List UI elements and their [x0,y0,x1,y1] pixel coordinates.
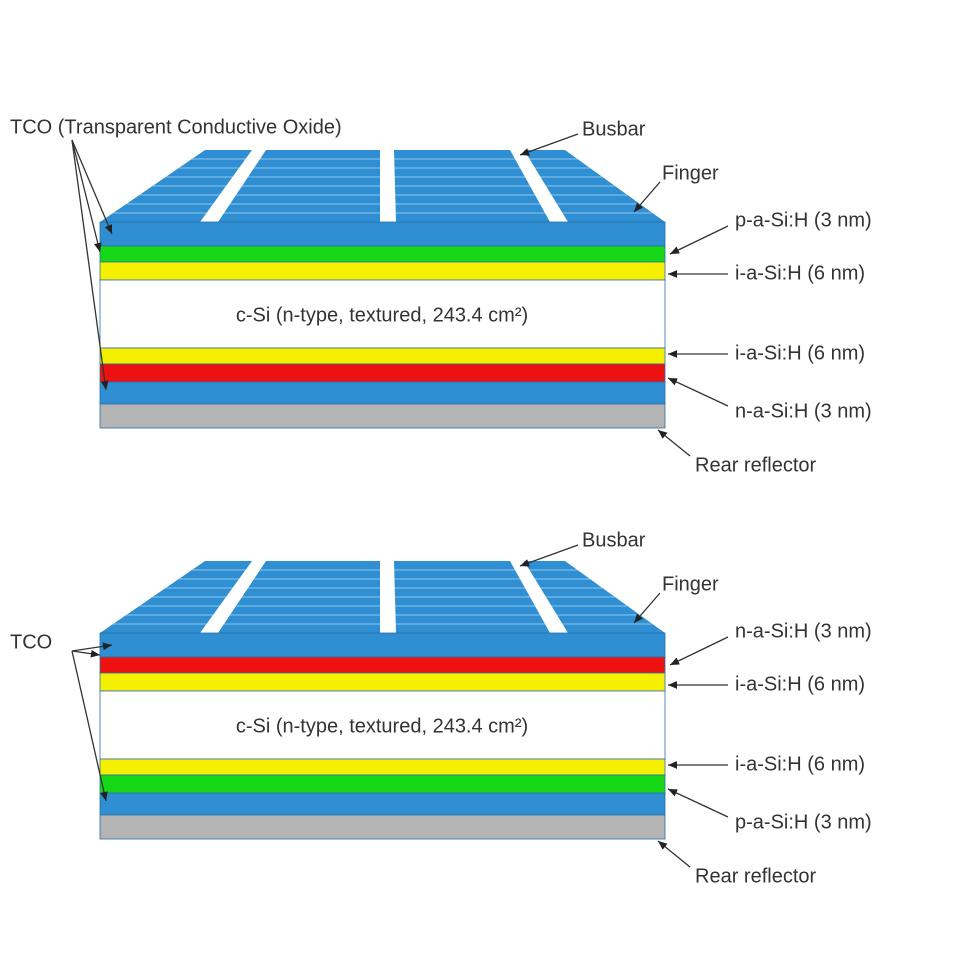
layer-label: i-a-Si:H (6 nm) [735,673,865,695]
cell-diagram: c-Si (n-type, textured, 243.4 cm²) TCO Bus… [10,529,872,887]
finger-label: Finger [662,162,719,184]
layer [99,261,666,281]
reflector-label: Rear reflector [695,454,816,476]
layer-label: i-a-Si:H (6 nm) [735,753,865,775]
substrate-label: c-Si (n-type, textured, 243.4 cm²) [236,715,528,737]
busbar [200,561,266,633]
busbar [510,561,568,633]
leader-arrow [519,544,579,567]
layer-label: n-a-Si:H (3 nm) [735,620,872,642]
layer-label: i-a-Si:H (6 nm) [735,342,865,364]
layer [99,279,666,349]
layer [99,347,666,365]
substrate-label: c-Si (n-type, textured, 243.4 cm²) [236,304,528,326]
leader-arrow [71,642,113,652]
tco-label: TCO (Transparent Conductive Oxide) [10,116,342,138]
layer [99,656,666,674]
leader-arrow [633,592,661,624]
busbar [510,150,568,222]
layer [99,363,666,383]
leader-arrow [669,636,729,666]
finger-label: Finger [662,573,719,595]
leader-arrow [71,649,101,658]
layer [99,758,666,776]
layer [99,221,666,247]
tco-label: TCO [10,631,52,653]
layer [99,381,666,405]
layer-label: i-a-Si:H (6 nm) [735,262,865,284]
layer [99,245,666,263]
leader-arrow [71,650,108,802]
leader-arrow [71,139,109,391]
leader-arrow [633,181,661,213]
layer [99,774,666,794]
leader-arrow [71,139,113,235]
layer [99,690,666,760]
cell-diagram: c-Si (n-type, textured, 243.4 cm²) TCO (T… [10,116,872,476]
leader-arrow [71,139,102,253]
busbar-label: Busbar [582,529,646,551]
layer-label: p-a-Si:H (3 nm) [735,811,872,833]
layer [99,672,666,692]
leader-arrow [667,377,729,407]
busbar [200,150,266,222]
leader-arrow [657,429,691,457]
leader-arrow [657,840,691,868]
busbar [380,150,396,222]
leader-arrow [667,788,729,818]
leader-arrow [669,225,729,255]
layer [99,632,666,658]
layer [99,814,666,840]
leader-arrow [519,133,579,156]
busbar [380,561,396,633]
layer-label: p-a-Si:H (3 nm) [735,209,872,231]
busbar-label: Busbar [582,118,646,140]
layer [99,792,666,816]
layer-label: n-a-Si:H (3 nm) [735,400,872,422]
layer [99,403,666,429]
reflector-label: Rear reflector [695,865,816,887]
